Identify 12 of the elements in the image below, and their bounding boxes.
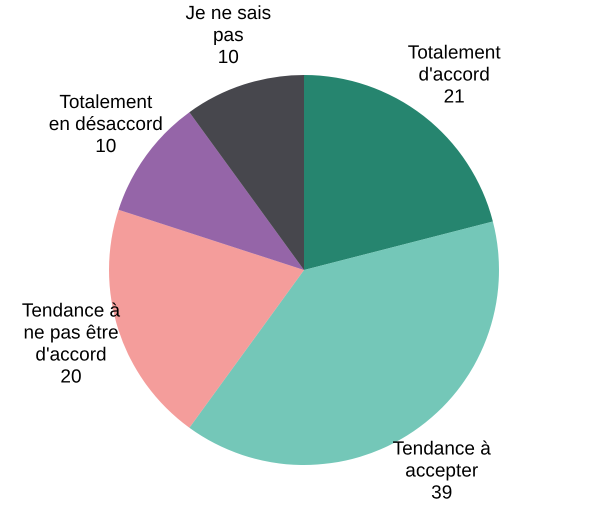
slice-label: Totalement en désaccord	[48, 92, 163, 135]
data-label: 10	[218, 46, 239, 68]
slice-label: Tendance à ne pas être d'accord	[22, 300, 121, 366]
slice-label: Totalement d'accord	[408, 42, 502, 86]
data-label: 39	[431, 482, 452, 504]
data-label: 21	[444, 86, 465, 108]
data-label: 10	[95, 136, 116, 157]
pie-slice	[189, 222, 499, 465]
slice-label: Je ne sais pas	[186, 2, 272, 46]
pie-slice	[189, 75, 304, 270]
slice-label: Tendance à accepter	[392, 438, 492, 482]
data-label: 20	[60, 366, 82, 388]
